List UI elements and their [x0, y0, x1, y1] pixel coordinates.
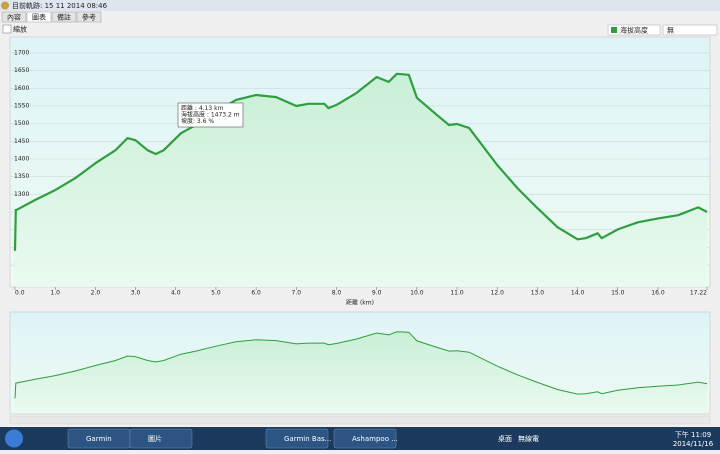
zoom-label[interactable]: 縮放: [13, 25, 27, 34]
tooltip-line: 海拔高度 : 1473.2 m: [181, 111, 240, 119]
tab[interactable]: [1, 11, 27, 23]
x-tick-label: 17.22: [690, 290, 707, 297]
app-icon: [1, 1, 9, 10]
y-tick-label: 1550: [14, 102, 29, 109]
window-title: 目前軌跡: 15 11 2014 08:46: [12, 1, 108, 10]
series-swatch: [611, 27, 617, 33]
x-tick-label: 6.0: [251, 290, 261, 297]
taskbar-item-label[interactable]: Garmin: [86, 435, 112, 443]
y-tick-label: 1650: [14, 67, 29, 74]
x-tick-label: 9.0: [372, 290, 382, 297]
taskbar-item-label[interactable]: Ashampoo ...: [352, 435, 398, 443]
tooltip-line: 坡度: 3.6 %: [181, 117, 214, 125]
x-tick-label: 13.0: [531, 290, 545, 297]
tab[interactable]: [76, 11, 102, 23]
y-tick-label: 1400: [14, 155, 29, 162]
tab[interactable]: [51, 11, 77, 23]
y-tick-label: 1300: [14, 191, 29, 198]
x-tick-label: 14.0: [571, 290, 585, 297]
desktop-label[interactable]: 桌面: [498, 434, 512, 443]
taskbar-item-label[interactable]: 圖片: [148, 434, 162, 443]
taskbar-item[interactable]: [265, 428, 329, 449]
elevation-line: [13, 72, 708, 251]
title-bar: [0, 0, 720, 11]
y-tick-label: 1600: [14, 85, 29, 92]
x-tick-label: 10.0: [410, 290, 424, 297]
series-dropdown[interactable]: [607, 24, 661, 36]
x-axis-label: 距離 (km): [346, 299, 374, 307]
y-tick-label: 1350: [14, 173, 29, 180]
zoom-checkbox[interactable]: [2, 24, 12, 34]
second-dropdown[interactable]: [662, 24, 718, 36]
y-tick-label: 1450: [14, 138, 29, 145]
x-tick-label: 12.0: [491, 290, 505, 297]
x-tick-label: 7.0: [292, 290, 302, 297]
tab[interactable]: [26, 11, 52, 23]
tab-label[interactable]: 內容: [7, 13, 21, 22]
series-dropdown-text[interactable]: 海拔高度: [620, 26, 648, 35]
x-tick-label: 2.0: [91, 290, 101, 297]
clock-date[interactable]: 2014/11/16: [673, 440, 714, 448]
tab-label[interactable]: 圖表: [32, 13, 46, 22]
x-tick-label: 8.0: [332, 290, 342, 297]
tooltip-line: 距離 : 4.13 km: [181, 104, 224, 112]
x-tick-label: 15.0: [611, 290, 625, 297]
overview-area: [15, 331, 707, 412]
overview-line: [14, 331, 708, 399]
x-tick-label: 11.0: [450, 290, 464, 297]
tooltip-box: [177, 102, 244, 128]
tab-label[interactable]: 參考: [82, 13, 96, 22]
x-tick-label: 0.0: [15, 290, 25, 297]
y-tick-label: 1700: [14, 49, 29, 56]
scrollbar[interactable]: [9, 415, 711, 425]
x-tick-label: 16.0: [651, 290, 665, 297]
network-label[interactable]: 無線電: [518, 434, 539, 443]
tab-label[interactable]: 備註: [57, 13, 71, 22]
start-button[interactable]: [5, 429, 23, 448]
x-tick-label: 3.0: [131, 290, 141, 297]
taskbar-item-label[interactable]: Garmin Bas...: [284, 435, 331, 443]
y-tick-label: 1500: [14, 120, 29, 127]
x-tick-label: 4.0: [171, 290, 181, 297]
clock-time[interactable]: 下午 11:09: [675, 430, 711, 439]
x-tick-label: 1.0: [50, 290, 60, 297]
elevation-area: [15, 73, 707, 287]
taskbar-item[interactable]: [129, 428, 193, 449]
taskbar-item[interactable]: [333, 428, 397, 449]
tooltip: 距離 : 4.13 km 海拔高度 : 1473.2 m 坡度: 3.6 %: [177, 102, 244, 128]
x-tick-label: 5.0: [211, 290, 221, 297]
second-dropdown-text[interactable]: 無: [667, 26, 674, 35]
